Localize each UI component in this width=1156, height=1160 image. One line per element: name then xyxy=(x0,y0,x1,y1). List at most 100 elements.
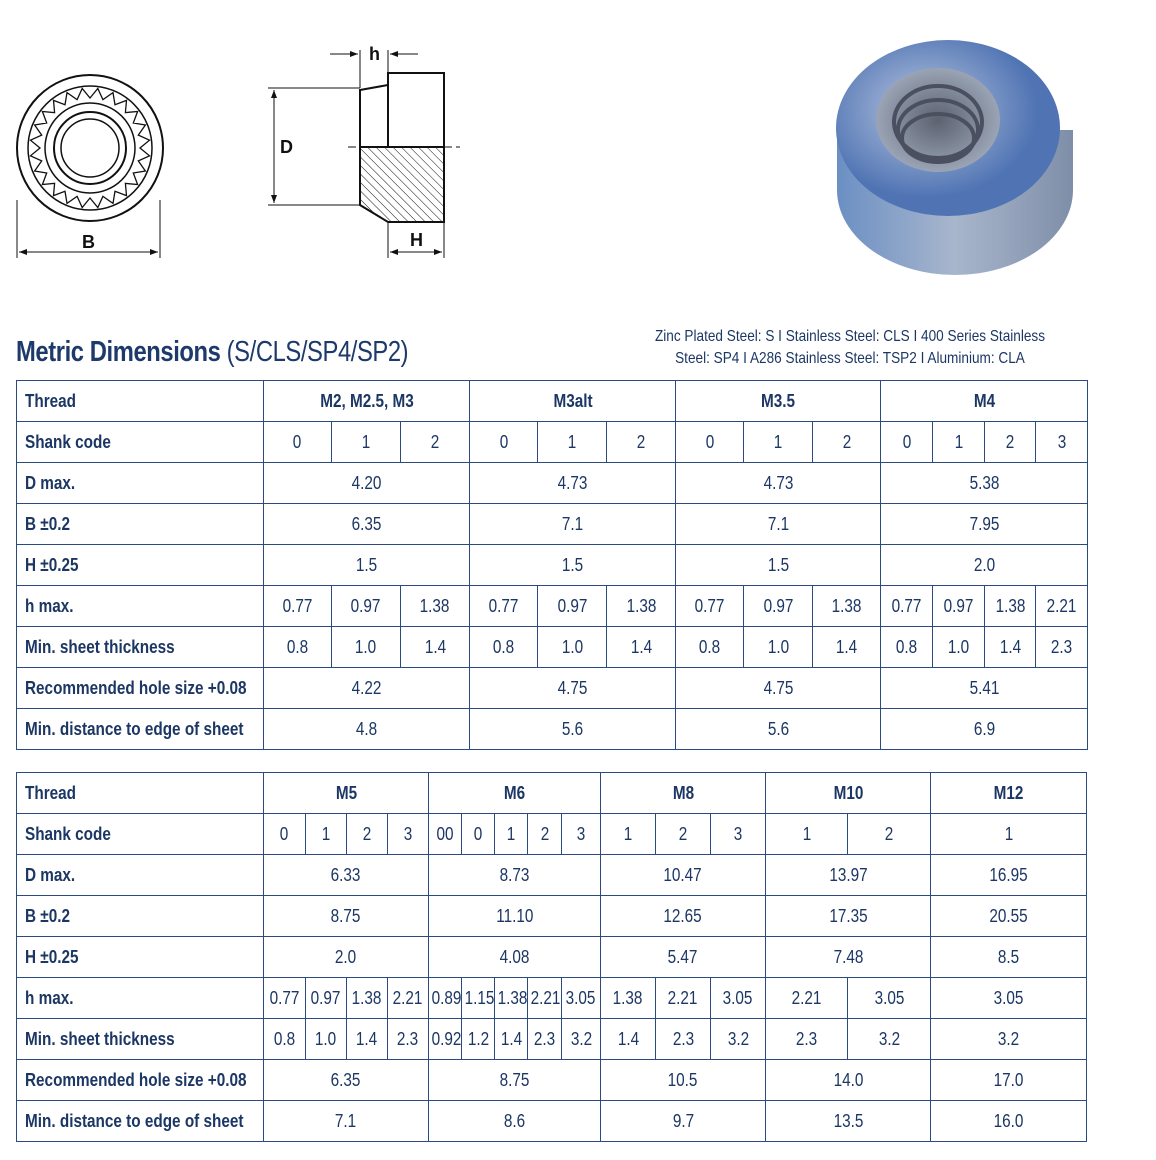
table-cell: 0.77 xyxy=(263,585,332,627)
nut-top-view-drawing: B xyxy=(16,74,164,258)
row-label: Thread xyxy=(16,772,264,814)
knurl-teeth xyxy=(29,87,151,209)
table-cell: 1 xyxy=(331,421,401,463)
table-row: Recommended hole size +0.08 4.22 4.75 4.75 5… xyxy=(16,667,1089,709)
table-row: H ±0.25 1.5 1.5 1.5 2.0 xyxy=(16,544,1089,586)
page-title: Metric Dimensions (S/CLS/SP4/SP2) xyxy=(16,336,409,368)
table-cell: 8.75 xyxy=(428,1059,602,1101)
table-cell: 1.38 xyxy=(812,585,882,627)
table-cell: 1.5 xyxy=(675,544,882,586)
table-cell: 2.3 xyxy=(655,1018,712,1060)
table-cell: 2 xyxy=(346,813,388,855)
table-cell: 1 xyxy=(930,813,1088,855)
table-cell: 5.47 xyxy=(600,936,767,978)
thread-size-header: M4 xyxy=(880,380,1089,422)
table-cell: 6.9 xyxy=(880,708,1089,750)
table-cell: 3.2 xyxy=(710,1018,767,1060)
table-row: B ±0.2 8.75 11.10 12.65 17.35 20.55 xyxy=(16,895,1088,937)
table-cell: 1.5 xyxy=(469,544,677,586)
table-cell: 2 xyxy=(655,813,712,855)
table-cell: 1.38 xyxy=(346,977,388,1019)
table-cell: 1 xyxy=(494,813,529,855)
table-cell: 0.8 xyxy=(263,1018,306,1060)
table-cell: 4.75 xyxy=(675,667,882,709)
table-cell: 3.05 xyxy=(710,977,767,1019)
table-cell: 2.21 xyxy=(527,977,563,1019)
table-cell: 2.3 xyxy=(1035,626,1089,668)
table-cell: 16.0 xyxy=(930,1100,1088,1142)
thread-size-header: M12 xyxy=(930,772,1088,814)
table-cell: 7.48 xyxy=(765,936,932,978)
table-cell: 8.6 xyxy=(428,1100,602,1142)
dimension-label-h-large: H xyxy=(410,230,423,250)
table-row: D max. 6.33 8.73 10.47 13.97 16.95 xyxy=(16,854,1088,896)
table-cell: 14.0 xyxy=(765,1059,932,1101)
table-cell: 0.8 xyxy=(675,626,745,668)
table-cell: 3.2 xyxy=(847,1018,932,1060)
table-cell: 2 xyxy=(847,813,932,855)
table-cell: 5.38 xyxy=(880,462,1089,504)
thread-size-header: M3.5 xyxy=(675,380,882,422)
table-row: Shank code 0 1 2 0 1 2 0 1 2 0 1 2 3 xyxy=(16,421,1089,463)
table-cell: 11.10 xyxy=(428,895,602,937)
table-cell: 7.1 xyxy=(469,503,677,545)
row-label: Min. distance to edge of sheet xyxy=(16,1100,264,1142)
table-cell: 3 xyxy=(561,813,602,855)
row-label: Thread xyxy=(16,380,264,422)
table-cell: 2.0 xyxy=(262,936,430,978)
row-label: Min. distance to edge of sheet xyxy=(16,708,264,750)
table-cell: 4.73 xyxy=(469,462,677,504)
table-cell: 1.0 xyxy=(331,626,401,668)
table-cell: 3.05 xyxy=(561,977,602,1019)
dimension-label-h-small: h xyxy=(369,44,380,64)
table-cell: 7.1 xyxy=(262,1100,430,1142)
table-row: Min. distance to edge of sheet 4.8 5.6 5.6 6… xyxy=(16,708,1089,750)
table-row: Thread M5 M6 M8 M10 M12 xyxy=(16,772,1088,814)
table-cell: 3 xyxy=(1035,421,1089,463)
row-label: D max. xyxy=(16,462,264,504)
table-cell: 1.4 xyxy=(812,626,882,668)
row-label: Recommended hole size +0.08 xyxy=(16,1059,264,1101)
table-cell: 5.6 xyxy=(469,708,677,750)
table-row: D max. 4.20 4.73 4.73 5.38 xyxy=(16,462,1089,504)
dimension-label-b: B xyxy=(82,232,95,252)
table-row: h max. 0.77 0.97 1.38 2.21 0.89 1.15 1.38 2.21 3.… xyxy=(16,977,1088,1019)
table-cell: 8.75 xyxy=(262,895,430,937)
table-cell: 4.20 xyxy=(262,462,471,504)
table-cell: 2.0 xyxy=(880,544,1089,586)
table-cell: 0 xyxy=(469,421,539,463)
table-cell: 0 xyxy=(675,421,745,463)
table-cell: 0.8 xyxy=(263,626,332,668)
table-cell: 3.2 xyxy=(561,1018,602,1060)
table-cell: 10.47 xyxy=(600,854,767,896)
table-cell: 13.97 xyxy=(765,854,932,896)
table-cell: 4.08 xyxy=(428,936,602,978)
row-label: Min. sheet thickness xyxy=(16,626,264,668)
table-cell: 1.2 xyxy=(461,1018,496,1060)
table-cell: 0.77 xyxy=(880,585,934,627)
table-cell: 0.97 xyxy=(932,585,986,627)
table-row: h max. 0.77 0.97 1.38 0.77 0.97 1.38 0.77 0.97 1.… xyxy=(16,585,1089,627)
table-row: Recommended hole size +0.08 6.35 8.75 10.5 1… xyxy=(16,1059,1088,1101)
table-cell: 2.21 xyxy=(765,977,849,1019)
table-cell: 2.3 xyxy=(386,1018,430,1060)
thread-size-header: M5 xyxy=(262,772,430,814)
row-label: Shank code xyxy=(16,421,264,463)
table-cell: 1.4 xyxy=(984,626,1037,668)
nut-product-image xyxy=(836,40,1073,275)
page-subtitle: (S/CLS/SP4/SP2) xyxy=(226,336,409,368)
table-row: Min. sheet thickness 0.8 1.0 1.4 2.3 0.92 1.2 1… xyxy=(16,1018,1088,1060)
table-cell: 20.55 xyxy=(930,895,1088,937)
table-cell: 4.73 xyxy=(675,462,882,504)
table-cell: 0.92 xyxy=(428,1018,463,1060)
table-cell: 3 xyxy=(710,813,767,855)
table-cell: 9.7 xyxy=(600,1100,767,1142)
table-cell: 00 xyxy=(428,813,463,855)
table-cell: 1 xyxy=(305,813,347,855)
table-cell: 0.8 xyxy=(880,626,934,668)
thread-size-header: M10 xyxy=(765,772,932,814)
table-cell: 0 xyxy=(880,421,934,463)
table-row: B ±0.2 6.35 7.1 7.1 7.95 xyxy=(16,503,1089,545)
table-cell: 0.77 xyxy=(675,585,745,627)
table-row: Shank code 0 1 2 3 00 0 1 2 3 1 2 3 1 2 1 xyxy=(16,813,1088,855)
